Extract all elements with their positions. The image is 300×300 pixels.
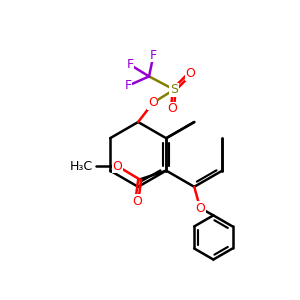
Text: F: F (126, 58, 134, 71)
Text: O: O (185, 67, 195, 80)
Text: O: O (148, 96, 158, 110)
Text: O: O (195, 202, 205, 214)
Text: F: F (150, 49, 157, 62)
Text: O: O (168, 102, 178, 115)
Text: F: F (124, 79, 131, 92)
Text: O: O (113, 160, 122, 173)
Text: O: O (132, 195, 142, 208)
Text: H₃C: H₃C (70, 160, 93, 173)
Text: S: S (170, 83, 178, 96)
